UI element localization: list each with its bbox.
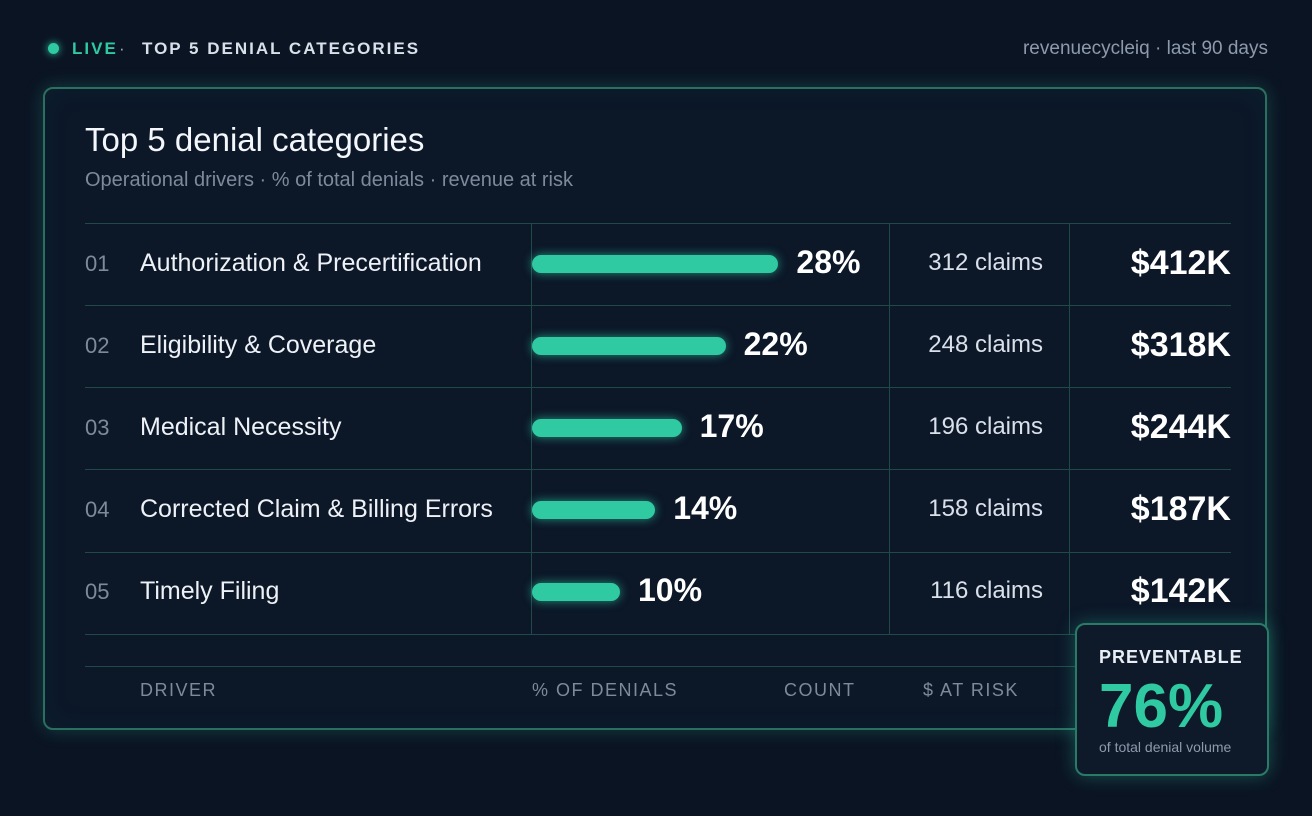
column-divider — [889, 223, 890, 635]
claims-count: 248 claims — [928, 331, 1043, 358]
percent-bar — [532, 501, 656, 519]
revenue-at-risk: $412K — [1130, 244, 1231, 282]
badge-value: 76% — [1099, 672, 1224, 741]
column-divider — [531, 223, 532, 635]
column-header-risk: $ AT RISK — [923, 680, 1019, 700]
row-rank: 02 — [85, 333, 110, 358]
live-indicator-icon — [48, 43, 59, 54]
percent-label: 22% — [743, 326, 808, 362]
claims-count: 196 claims — [928, 413, 1043, 440]
column-header-count: COUNT — [784, 680, 856, 700]
percent-label: 14% — [673, 490, 738, 526]
live-label: LIVE — [72, 39, 118, 58]
percent-bar — [532, 337, 726, 355]
revenue-at-risk: $244K — [1130, 408, 1231, 446]
row-divider — [85, 469, 1231, 470]
category-row: 05 Timely Filing 10% 116 claims $142K — [85, 551, 1231, 633]
header-title: TOP 5 DENIAL CATEGORIES — [142, 39, 421, 58]
column-header-driver: DRIVER — [140, 680, 218, 700]
percent-label: 17% — [699, 408, 764, 444]
row-rank: 05 — [85, 579, 110, 604]
row-divider — [85, 223, 1231, 224]
row-rank: 01 — [85, 251, 110, 276]
percent-label: 10% — [638, 572, 703, 608]
column-divider — [1069, 223, 1070, 635]
row-divider — [85, 387, 1231, 388]
row-divider — [85, 552, 1231, 553]
claims-count: 116 claims — [930, 577, 1043, 604]
category-label: Eligibility & Coverage — [140, 331, 377, 359]
percent-bar — [532, 255, 779, 273]
claims-count: 158 claims — [928, 495, 1043, 522]
badge-label: PREVENTABLE — [1099, 647, 1243, 667]
header-separator: · — [119, 39, 125, 58]
percent-bar — [532, 583, 620, 601]
denials-card: Top 5 denial categories Operational driv… — [43, 87, 1267, 730]
category-label: Authorization & Precertification — [140, 249, 482, 277]
category-label: Medical Necessity — [140, 413, 342, 441]
top-bar: LIVE · TOP 5 DENIAL CATEGORIES revenuecy… — [48, 38, 1268, 62]
claims-count: 312 claims — [928, 249, 1043, 276]
card-title: Top 5 denial categories — [85, 121, 425, 158]
preventable-badge: PREVENTABLE 76% of total denial volume — [1075, 623, 1269, 776]
percent-bar — [532, 419, 682, 437]
footer-divider — [85, 666, 1231, 667]
header-meta: revenuecycleiq · last 90 days — [1022, 38, 1268, 59]
revenue-at-risk: $318K — [1130, 326, 1231, 364]
percent-label: 28% — [796, 244, 861, 280]
row-rank: 03 — [85, 415, 110, 440]
row-divider — [85, 305, 1231, 306]
badge-subtext: of total denial volume — [1099, 739, 1232, 755]
category-row: 03 Medical Necessity 17% 196 claims $244K — [85, 387, 1231, 469]
column-header-pct: % OF DENIALS — [532, 680, 679, 700]
category-row: 01 Authorization & Precertification 28% 312… — [85, 223, 1231, 305]
revenue-at-risk: $187K — [1130, 490, 1231, 528]
category-label: Timely Filing — [140, 577, 280, 605]
category-row: 02 Eligibility & Coverage 22% 248 claims $31… — [85, 305, 1231, 387]
row-rank: 04 — [85, 497, 110, 522]
category-label: Corrected Claim & Billing Errors — [140, 495, 493, 523]
card-subtitle: Operational drivers · % of total denials… — [85, 169, 573, 191]
category-row: 04 Corrected Claim & Billing Errors 14% 158… — [85, 469, 1231, 551]
row-divider — [85, 634, 1231, 635]
revenue-at-risk: $142K — [1130, 572, 1231, 610]
